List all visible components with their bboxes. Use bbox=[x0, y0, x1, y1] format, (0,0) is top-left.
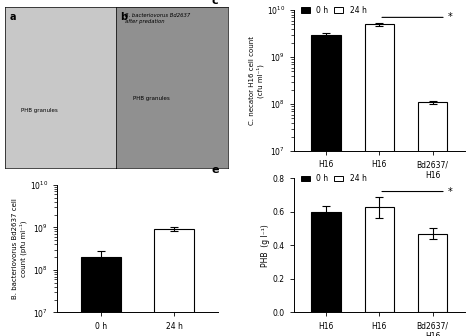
Text: B. bacteriovorus Bd2637
after predation: B. bacteriovorus Bd2637 after predation bbox=[125, 13, 190, 24]
Legend: 0 h, 24 h: 0 h, 24 h bbox=[298, 3, 369, 18]
Bar bbox=[81, 257, 121, 336]
Y-axis label: B. bacteriovorus Bd2637 cell
count (pfu ml⁻¹): B. bacteriovorus Bd2637 cell count (pfu … bbox=[12, 198, 27, 299]
Bar bbox=[418, 102, 447, 336]
Bar bbox=[311, 35, 340, 336]
Text: *: * bbox=[447, 186, 452, 197]
Text: e: e bbox=[212, 165, 219, 175]
Text: PHB granules: PHB granules bbox=[133, 96, 170, 101]
Bar bbox=[418, 234, 447, 312]
Bar bbox=[365, 24, 394, 336]
Bar bbox=[311, 212, 340, 312]
Y-axis label: C. necator H16 cell count
(cfu ml⁻¹): C. necator H16 cell count (cfu ml⁻¹) bbox=[249, 36, 264, 125]
Y-axis label: PHB  (g l⁻¹): PHB (g l⁻¹) bbox=[261, 224, 270, 267]
Text: b: b bbox=[120, 11, 128, 22]
Text: c: c bbox=[212, 0, 219, 6]
Text: *: * bbox=[447, 12, 452, 23]
Bar bbox=[365, 207, 394, 312]
Text: PHB granules: PHB granules bbox=[21, 108, 58, 113]
Legend: 0 h, 24 h: 0 h, 24 h bbox=[298, 171, 369, 186]
Bar bbox=[154, 229, 194, 336]
Text: a: a bbox=[9, 11, 16, 22]
